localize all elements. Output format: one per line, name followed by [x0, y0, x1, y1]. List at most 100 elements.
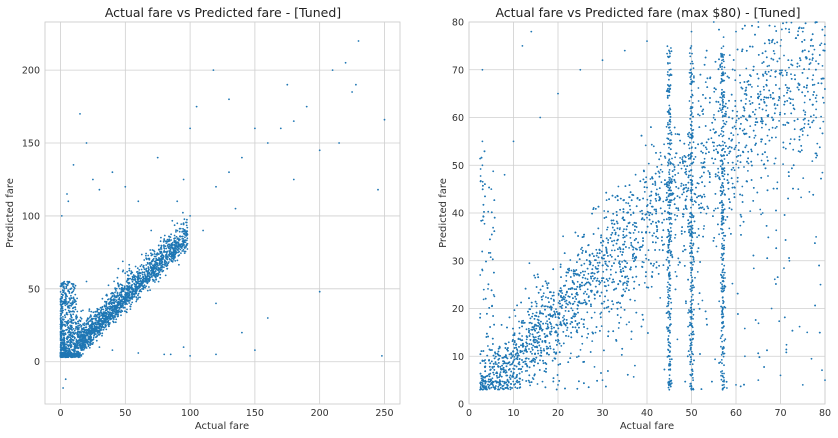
data-point: [631, 257, 634, 260]
data-point: [318, 149, 321, 152]
data-point: [122, 302, 124, 305]
data-point: [146, 261, 149, 264]
data-point: [170, 239, 173, 241]
data-point: [74, 347, 76, 350]
data-point: [111, 292, 114, 294]
data-point: [105, 328, 108, 331]
data-point: [639, 210, 642, 213]
data-point: [101, 305, 104, 308]
data-point: [126, 277, 129, 280]
data-point: [580, 248, 582, 251]
data-point: [148, 286, 150, 288]
data-point: [670, 240, 673, 243]
data-point: [70, 282, 73, 285]
data-point: [331, 69, 334, 71]
data-point: [137, 282, 139, 284]
data-point: [131, 296, 134, 298]
data-point: [674, 237, 676, 239]
data-point: [92, 311, 95, 314]
data-point: [78, 319, 81, 322]
data-point: [63, 341, 66, 344]
data-point: [97, 323, 100, 325]
data-point: [820, 115, 822, 118]
data-point: [586, 336, 588, 339]
data-point: [801, 384, 804, 386]
data-point: [103, 326, 106, 329]
data-point: [104, 312, 106, 314]
data-point: [93, 315, 96, 318]
data-point: [144, 280, 147, 283]
data-point: [124, 301, 127, 304]
data-point: [800, 196, 802, 199]
data-point: [82, 330, 84, 333]
data-point: [521, 379, 524, 381]
data-point: [717, 207, 719, 210]
data-point: [634, 364, 636, 367]
data-point: [175, 231, 177, 233]
data-point: [157, 264, 159, 267]
data-point: [167, 240, 170, 243]
data-point: [79, 113, 81, 115]
data-point: [126, 303, 128, 305]
data-point: [482, 298, 485, 301]
chart-left-plot-area: [44, 21, 401, 405]
data-point: [108, 312, 111, 315]
data-point: [754, 108, 757, 111]
data-point: [69, 288, 72, 290]
data-point: [118, 287, 121, 290]
data-point: [74, 328, 77, 330]
data-point: [527, 358, 530, 360]
data-point: [779, 45, 782, 47]
data-point: [168, 257, 171, 260]
data-point: [155, 253, 158, 256]
data-point: [105, 318, 108, 321]
data-point: [727, 147, 729, 150]
data-point: [157, 280, 160, 283]
data-point: [344, 61, 347, 64]
data-point: [101, 325, 104, 328]
data-point: [94, 323, 97, 325]
data-point: [138, 296, 140, 299]
data-point: [130, 270, 133, 272]
data-point: [571, 303, 574, 306]
data-point: [61, 322, 63, 325]
data-point: [154, 281, 156, 283]
data-point: [659, 297, 662, 299]
data-point: [573, 274, 575, 277]
data-point: [82, 332, 85, 334]
data-point: [659, 168, 662, 171]
data-point: [126, 297, 129, 299]
data-point: [537, 349, 539, 352]
data-point: [83, 324, 86, 327]
data-point: [133, 295, 136, 298]
data-point: [149, 270, 152, 272]
data-point: [160, 246, 163, 249]
data-point: [80, 310, 83, 313]
data-point: [524, 360, 527, 363]
data-point: [160, 244, 163, 247]
data-point: [120, 290, 123, 293]
data-point: [488, 384, 491, 387]
data-point: [123, 286, 126, 289]
data-point: [174, 260, 177, 262]
data-point: [168, 253, 170, 256]
data-point: [76, 333, 79, 336]
data-point: [115, 307, 118, 310]
data-point: [86, 341, 88, 344]
data-point: [584, 290, 587, 293]
data-point: [535, 302, 538, 305]
data-point: [674, 233, 677, 236]
data-point: [254, 349, 256, 351]
data-point: [112, 321, 115, 324]
data-point: [753, 137, 756, 139]
data-point: [104, 319, 106, 322]
data-point: [95, 333, 97, 335]
data-point: [541, 380, 544, 383]
data-point: [153, 274, 156, 277]
data-point: [110, 296, 113, 299]
data-point: [171, 254, 174, 257]
data-point: [71, 326, 73, 329]
data-point: [606, 264, 608, 267]
data-point: [65, 300, 67, 302]
data-point: [163, 234, 166, 237]
